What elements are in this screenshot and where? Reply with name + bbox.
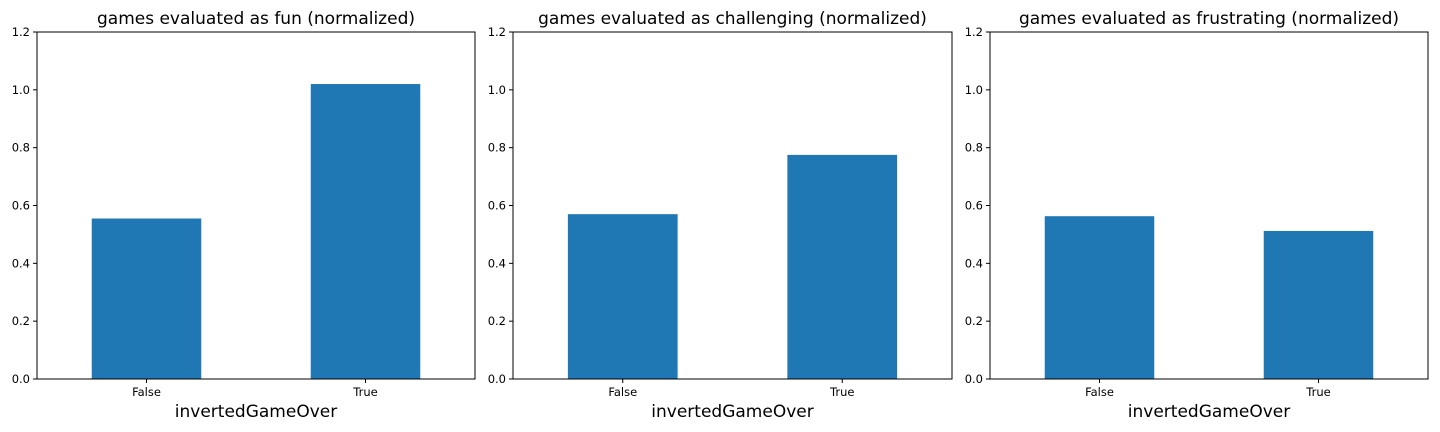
y-tick-label: 1.0 <box>12 83 30 97</box>
bar-true <box>1263 230 1374 379</box>
x-axis-label: invertedGameOver <box>175 402 337 422</box>
y-tick-label: 0.8 <box>965 141 983 155</box>
chart-title: games evaluated as challenging (normaliz… <box>538 9 927 29</box>
y-tick-label: 0.0 <box>965 372 983 386</box>
y-tick-label: 1.2 <box>12 25 30 39</box>
x-tick-label: False <box>132 385 161 399</box>
y-tick-label: 0.6 <box>12 199 30 213</box>
y-tick-label: 0.6 <box>488 199 506 213</box>
bar-true <box>787 154 898 379</box>
bar-false <box>1044 216 1155 379</box>
x-axis-label: invertedGameOver <box>651 402 813 422</box>
plot-frame <box>512 31 953 380</box>
y-tick-label: 0.8 <box>12 141 30 155</box>
x-tick-label: True <box>352 385 377 399</box>
y-tick-label: 0.2 <box>488 314 506 328</box>
x-axis-label: invertedGameOver <box>1128 402 1290 422</box>
y-tick-label: 0.8 <box>488 141 506 155</box>
chart-panel-fun: games evaluated as fun (normalized) inve… <box>12 9 476 422</box>
x-tick-label: True <box>1305 385 1330 399</box>
plot-frame <box>36 31 476 380</box>
plot-frame <box>989 31 1429 380</box>
chart-panel-frustrating: games evaluated as frustrating (normaliz… <box>965 9 1429 422</box>
y-tick-label: 0.4 <box>965 256 983 270</box>
y-tick-label: 0.6 <box>965 199 983 213</box>
y-tick-label: 1.2 <box>965 25 983 39</box>
chart-panel-challenging: games evaluated as challenging (normaliz… <box>488 9 953 422</box>
y-tick-label: 1.0 <box>965 83 983 97</box>
y-tick-label: 1.0 <box>488 83 506 97</box>
y-tick-label: 0.4 <box>12 256 30 270</box>
y-tick-label: 0.0 <box>12 372 30 386</box>
x-tick-label: False <box>1085 385 1114 399</box>
bar-false <box>567 214 678 379</box>
chart-title: games evaluated as frustrating (normaliz… <box>1019 9 1399 29</box>
y-tick-label: 0.2 <box>965 314 983 328</box>
x-tick-label: True <box>829 385 854 399</box>
y-tick-label: 0.0 <box>488 372 506 386</box>
y-tick-label: 0.4 <box>488 256 506 270</box>
bar-false <box>91 218 202 379</box>
chart-title: games evaluated as fun (normalized) <box>97 9 415 29</box>
y-tick-label: 1.2 <box>488 25 506 39</box>
bar-true <box>310 84 421 380</box>
x-tick-label: False <box>608 385 637 399</box>
y-tick-label: 0.2 <box>12 314 30 328</box>
